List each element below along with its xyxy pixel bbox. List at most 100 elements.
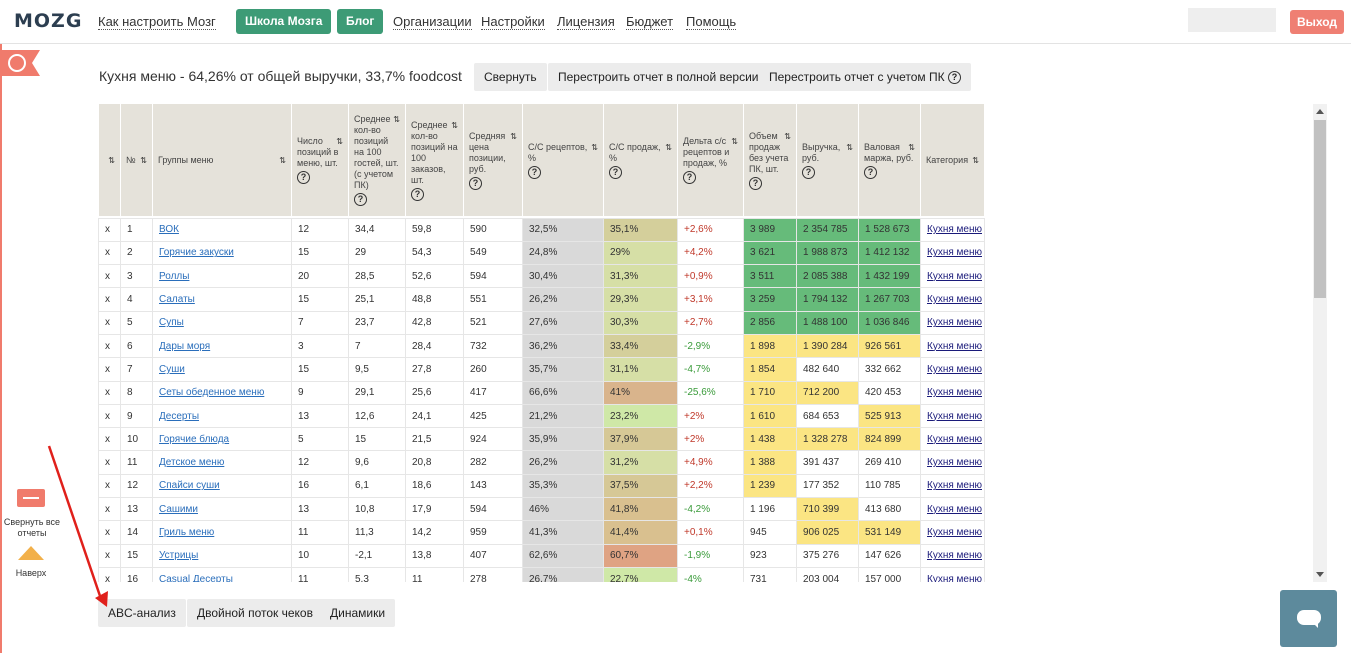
table-cell[interactable]: Устрицы	[152, 543, 292, 568]
help-icon[interactable]: ?	[947, 71, 961, 85]
table-row[interactable]: x 8 Сеты обеденное меню 9 29,1 25,6 417 66,6% 41…	[98, 380, 985, 405]
table-row[interactable]: x 7 Суши 15 9,5 27,8 260 35,7% 31,1% -4,7% 1 854 48…	[98, 357, 985, 382]
menu-group-link[interactable]: Casual Десерты	[159, 573, 233, 582]
help-icon[interactable]: ?	[354, 193, 367, 206]
table-cell[interactable]: Кухня меню	[920, 497, 985, 522]
column-header[interactable]: ⇅ Группы меню	[152, 104, 292, 216]
category-link[interactable]: Кухня меню	[927, 527, 982, 538]
table-cell[interactable]: x	[98, 543, 121, 568]
sort-icon[interactable]: ⇅	[972, 155, 979, 165]
nav-help[interactable]: Помощь	[686, 14, 737, 30]
menu-group-link[interactable]: Дары моря	[159, 340, 211, 352]
table-cell[interactable]: Кухня меню	[920, 566, 985, 582]
sort-icon[interactable]: ⇅	[846, 142, 853, 152]
category-link[interactable]: Кухня меню	[927, 387, 982, 399]
menu-group-link[interactable]: Спайси суши	[159, 480, 220, 492]
category-link[interactable]: Кухня меню	[927, 224, 982, 236]
table-cell[interactable]: Кухня меню	[920, 403, 985, 429]
menu-group-link[interactable]: Салаты	[159, 294, 195, 306]
table-cell[interactable]: Кухня меню	[920, 543, 985, 568]
collapse-all-label[interactable]: Свернуть все отчеты	[3, 517, 61, 538]
scroll-down-arrow-icon[interactable]	[1316, 572, 1324, 577]
help-icon[interactable]: ?	[528, 165, 541, 179]
table-cell[interactable]: Кухня меню	[920, 357, 985, 382]
sort-icon[interactable]: ⇅	[784, 131, 791, 141]
table-cell[interactable]: Кухня меню	[920, 217, 985, 242]
chat-widget-button[interactable]	[1280, 590, 1337, 647]
category-link[interactable]: Кухня меню	[927, 550, 982, 562]
table-cell[interactable]: Супы	[152, 310, 292, 335]
category-link[interactable]: Кухня меню	[927, 573, 982, 582]
scrollbar-thumb[interactable]	[1314, 120, 1326, 298]
table-cell[interactable]: Спайси суши	[152, 473, 292, 499]
sort-icon[interactable]: ⇅	[731, 137, 738, 146]
menu-group-link[interactable]: Детское меню	[159, 457, 225, 469]
help-icon[interactable]: ?	[749, 176, 762, 190]
nav-settings[interactable]: Настройки	[481, 14, 545, 30]
logout-button[interactable]: Выход	[1290, 10, 1344, 34]
menu-group-link[interactable]: Гриль меню	[159, 527, 215, 538]
table-row[interactable]: x 5 Супы 7 23,7 42,8 521 27,6% 30,3% +2,7% 2 856 1 …	[98, 310, 985, 335]
category-link[interactable]: Кухня меню	[927, 270, 982, 282]
sort-icon[interactable]: ⇅	[591, 142, 598, 152]
table-cell[interactable]: ВОК	[152, 217, 292, 242]
category-link[interactable]: Кухня меню	[927, 410, 982, 422]
table-row[interactable]: x 10 Горячие блюда 5 15 21,5 924 35,9% 37,9% +2% 1…	[98, 427, 985, 452]
collapse-report-button[interactable]: Свернуть	[474, 63, 547, 91]
table-cell[interactable]: x	[98, 217, 121, 242]
rebuild-full-button[interactable]: Перестроить отчет в полной версии	[548, 63, 769, 91]
column-header[interactable]: ⇅	[98, 104, 121, 216]
sort-icon[interactable]: ⇅	[336, 137, 343, 146]
table-row[interactable]: x 12 Спайси суши 16 6,1 18,6 143 35,3% 37,5% +2,2…	[98, 473, 985, 499]
category-link[interactable]: Кухня меню	[927, 433, 982, 445]
table-cell[interactable]: Кухня меню	[920, 450, 985, 475]
table-cell[interactable]: Горячие закуски	[152, 240, 292, 266]
table-row[interactable]: x 16 Casual Десерты 11 5,3 11 278 26,7% 22,7% -4%…	[98, 566, 985, 582]
rebuild-with-pk-button[interactable]: Перестроить отчет с учетом ПК ?	[759, 63, 971, 91]
table-cell[interactable]: x	[98, 427, 121, 452]
help-icon[interactable]: ?	[469, 176, 482, 190]
table-cell[interactable]: Casual Десерты	[152, 566, 292, 582]
user-account-box[interactable]	[1188, 8, 1276, 32]
table-cell[interactable]: Детское меню	[152, 450, 292, 475]
menu-group-link[interactable]: Сашими	[159, 503, 198, 515]
table-cell[interactable]: Кухня меню	[920, 520, 985, 545]
menu-group-link[interactable]: Сеты обеденное меню	[159, 387, 265, 399]
menu-group-link[interactable]: Супы	[159, 317, 184, 329]
menu-group-link[interactable]: Устрицы	[159, 550, 199, 562]
table-cell[interactable]: Сеты обеденное меню	[152, 380, 292, 405]
sort-icon[interactable]: ⇅	[908, 142, 915, 152]
column-header[interactable]: ⇅ Средняя цена позиции, руб.?	[463, 104, 523, 216]
category-link[interactable]: Кухня меню	[927, 294, 982, 306]
sort-icon[interactable]: ⇅	[140, 155, 147, 165]
scroll-up-icon[interactable]	[18, 546, 44, 560]
sort-icon[interactable]: ⇅	[393, 115, 400, 124]
table-cell[interactable]: x	[98, 450, 121, 475]
table-row[interactable]: x 6 Дары моря 3 7 28,4 732 36,2% 33,4% -2,9% 1 898…	[98, 333, 985, 359]
category-link[interactable]: Кухня меню	[927, 480, 982, 492]
table-cell[interactable]: Сашими	[152, 497, 292, 522]
school-button[interactable]: Школа Мозга	[236, 9, 332, 34]
table-cell[interactable]: x	[98, 520, 121, 545]
table-cell[interactable]: x	[98, 264, 121, 289]
help-icon[interactable]: ?	[609, 165, 622, 179]
table-cell[interactable]: Роллы	[152, 264, 292, 289]
nav-organizations[interactable]: Организации	[393, 14, 472, 30]
table-cell[interactable]: x	[98, 497, 121, 522]
menu-group-link[interactable]: Суши	[159, 363, 185, 375]
menu-group-link[interactable]: Десерты	[159, 410, 200, 422]
column-header[interactable]: ⇅ Выручка, руб.?	[796, 104, 859, 216]
table-cell[interactable]: x	[98, 287, 121, 312]
table-cell[interactable]: x	[98, 240, 121, 266]
category-link[interactable]: Кухня меню	[927, 317, 982, 329]
help-icon[interactable]: ?	[802, 165, 815, 179]
table-cell[interactable]: Кухня меню	[920, 240, 985, 266]
sort-icon[interactable]: ⇅	[108, 155, 115, 165]
column-header[interactable]: ⇅ С/С продаж, %?	[603, 104, 678, 216]
scroll-top-label[interactable]: Наверх	[15, 568, 47, 578]
sort-icon[interactable]: ⇅	[279, 155, 286, 165]
table-cell[interactable]: Горячие блюда	[152, 427, 292, 452]
help-icon[interactable]: ?	[683, 171, 696, 184]
tab-abc-analysis[interactable]: ABC-анализ	[98, 599, 186, 627]
sort-icon[interactable]: ⇅	[451, 120, 458, 130]
